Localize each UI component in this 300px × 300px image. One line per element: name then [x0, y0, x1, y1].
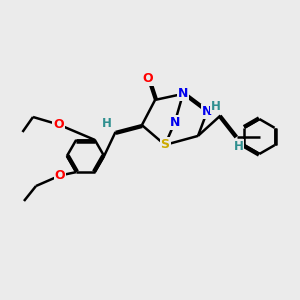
- Text: O: O: [53, 118, 64, 131]
- Text: H: H: [102, 117, 111, 130]
- Text: N: N: [202, 105, 212, 119]
- Text: O: O: [55, 169, 65, 182]
- Text: O: O: [142, 71, 153, 85]
- Text: N: N: [178, 87, 188, 101]
- Text: H: H: [211, 100, 221, 113]
- Text: H: H: [234, 140, 243, 153]
- Text: S: S: [160, 138, 169, 152]
- Text: N: N: [170, 116, 180, 129]
